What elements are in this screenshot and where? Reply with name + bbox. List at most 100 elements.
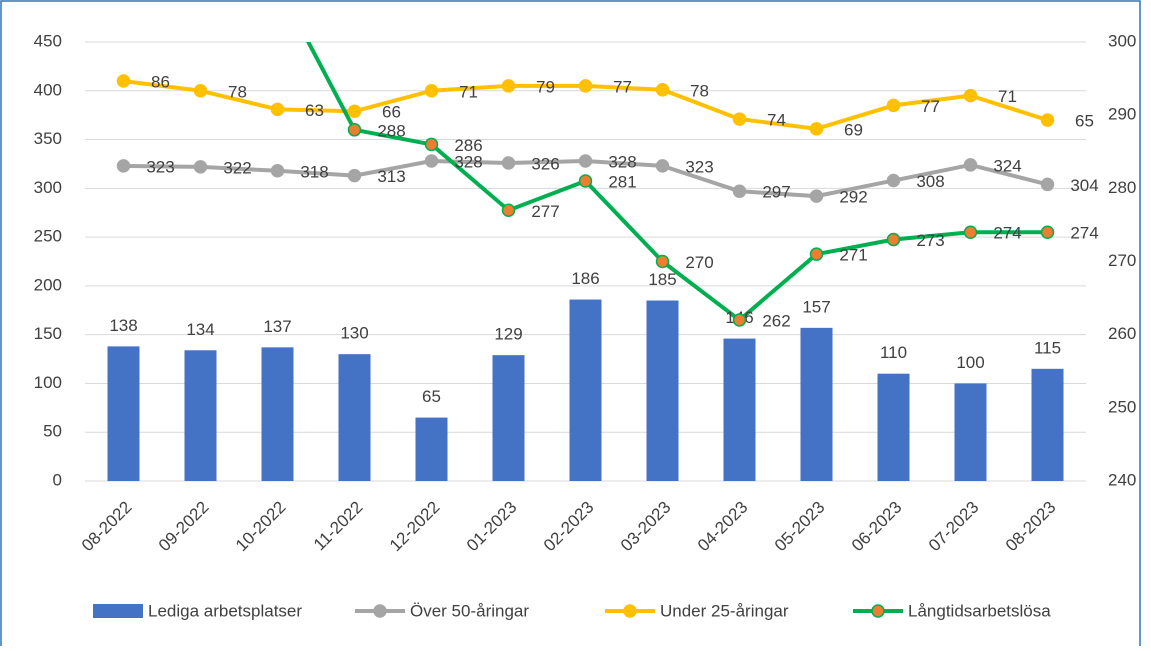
marker <box>501 156 516 170</box>
data-label: 138 <box>109 316 137 335</box>
marker <box>886 173 901 188</box>
marker <box>116 159 131 173</box>
marker <box>1040 113 1055 127</box>
marker <box>578 174 593 188</box>
marker <box>963 225 978 239</box>
legend-marker <box>373 604 387 618</box>
data-label: 63 <box>305 101 324 120</box>
data-label: 326 <box>531 154 559 173</box>
data-label: 328 <box>454 153 482 172</box>
y-tick-label: 200 <box>34 275 62 294</box>
data-label: 74 <box>767 111 786 130</box>
data-label: 66 <box>382 103 401 122</box>
y-tick-label: 100 <box>34 373 62 392</box>
x-tick-label: 05-2023 <box>771 498 829 556</box>
bar <box>877 373 910 481</box>
marker <box>655 254 670 269</box>
x-tick-label: 12-2022 <box>386 498 444 556</box>
y2-tick-label: 240 <box>1108 470 1136 489</box>
data-label: 323 <box>146 157 174 176</box>
y2-tick-label: 270 <box>1108 251 1136 270</box>
marker <box>732 313 747 327</box>
legend-label: Långtidsarbetslösa <box>908 601 1051 620</box>
data-label: 79 <box>536 77 555 96</box>
y-tick-label: 450 <box>34 31 62 50</box>
data-label: 328 <box>608 153 636 172</box>
bar <box>415 417 448 481</box>
y-tick-label: 250 <box>34 227 62 246</box>
x-tick-label: 02-2023 <box>540 498 598 556</box>
y2-tick-label: 300 <box>1108 31 1136 50</box>
y2-tick-label: 290 <box>1108 105 1136 124</box>
y-tick-label: 150 <box>34 324 62 343</box>
data-label: 262 <box>762 312 790 331</box>
legend-marker <box>623 604 637 618</box>
bar <box>1031 368 1064 481</box>
data-label: 69 <box>844 120 863 139</box>
marker <box>501 203 516 218</box>
data-label: 100 <box>956 353 984 372</box>
data-label: 137 <box>263 317 291 336</box>
data-label: 77 <box>613 77 632 96</box>
data-label: 270 <box>685 253 713 272</box>
data-label: 288 <box>377 121 405 140</box>
x-tick-label: 07-2023 <box>925 498 983 556</box>
marker <box>963 88 978 103</box>
marker <box>809 189 824 203</box>
data-label: 313 <box>377 167 405 186</box>
marker <box>424 154 439 168</box>
data-label: 323 <box>685 157 713 176</box>
marker <box>655 159 670 173</box>
data-label: 324 <box>993 156 1021 175</box>
x-tick-label: 10-2022 <box>232 498 290 556</box>
data-label: 110 <box>880 343 907 362</box>
y-tick-label: 350 <box>34 129 62 148</box>
marker <box>424 137 439 152</box>
y-tick-label: 300 <box>34 178 62 197</box>
data-label: 130 <box>340 324 368 343</box>
data-label: 115 <box>1034 338 1061 357</box>
bar <box>338 354 371 481</box>
bar <box>646 300 679 481</box>
data-label: 277 <box>531 202 559 221</box>
x-tick-label: 08-2023 <box>1002 498 1060 556</box>
data-label: 292 <box>839 188 867 207</box>
data-label: 157 <box>802 297 830 316</box>
marker <box>270 102 285 117</box>
marker <box>886 98 901 113</box>
data-label: 71 <box>459 82 478 101</box>
bar <box>107 346 140 481</box>
y2-tick-label: 250 <box>1108 397 1136 416</box>
data-label: 273 <box>916 231 944 250</box>
marker <box>424 84 439 98</box>
data-label: 274 <box>993 224 1021 243</box>
data-label: 318 <box>300 162 328 181</box>
data-label: 86 <box>151 73 170 92</box>
marker <box>809 122 824 136</box>
marker <box>732 184 747 199</box>
marker <box>347 104 362 119</box>
legend-label: Över 50-åringar <box>410 601 529 620</box>
marker <box>501 79 516 93</box>
bar <box>800 327 833 481</box>
y-tick-label: 50 <box>43 422 62 441</box>
marker <box>1040 225 1055 239</box>
y2-tick-label: 260 <box>1108 324 1136 343</box>
data-label: 271 <box>839 246 867 265</box>
data-label: 281 <box>608 173 636 192</box>
x-tick-label: 04-2023 <box>694 498 752 556</box>
data-label: 65 <box>422 387 441 406</box>
data-label: 129 <box>494 325 522 344</box>
marker <box>193 160 208 174</box>
data-label: 297 <box>762 183 790 202</box>
data-label: 78 <box>228 82 247 101</box>
data-label: 304 <box>1070 176 1098 195</box>
bar <box>723 338 756 481</box>
bar <box>954 383 987 481</box>
data-label: 185 <box>648 270 676 289</box>
data-label: 71 <box>998 87 1017 106</box>
legend-marker <box>871 604 885 618</box>
marker <box>1040 177 1055 192</box>
